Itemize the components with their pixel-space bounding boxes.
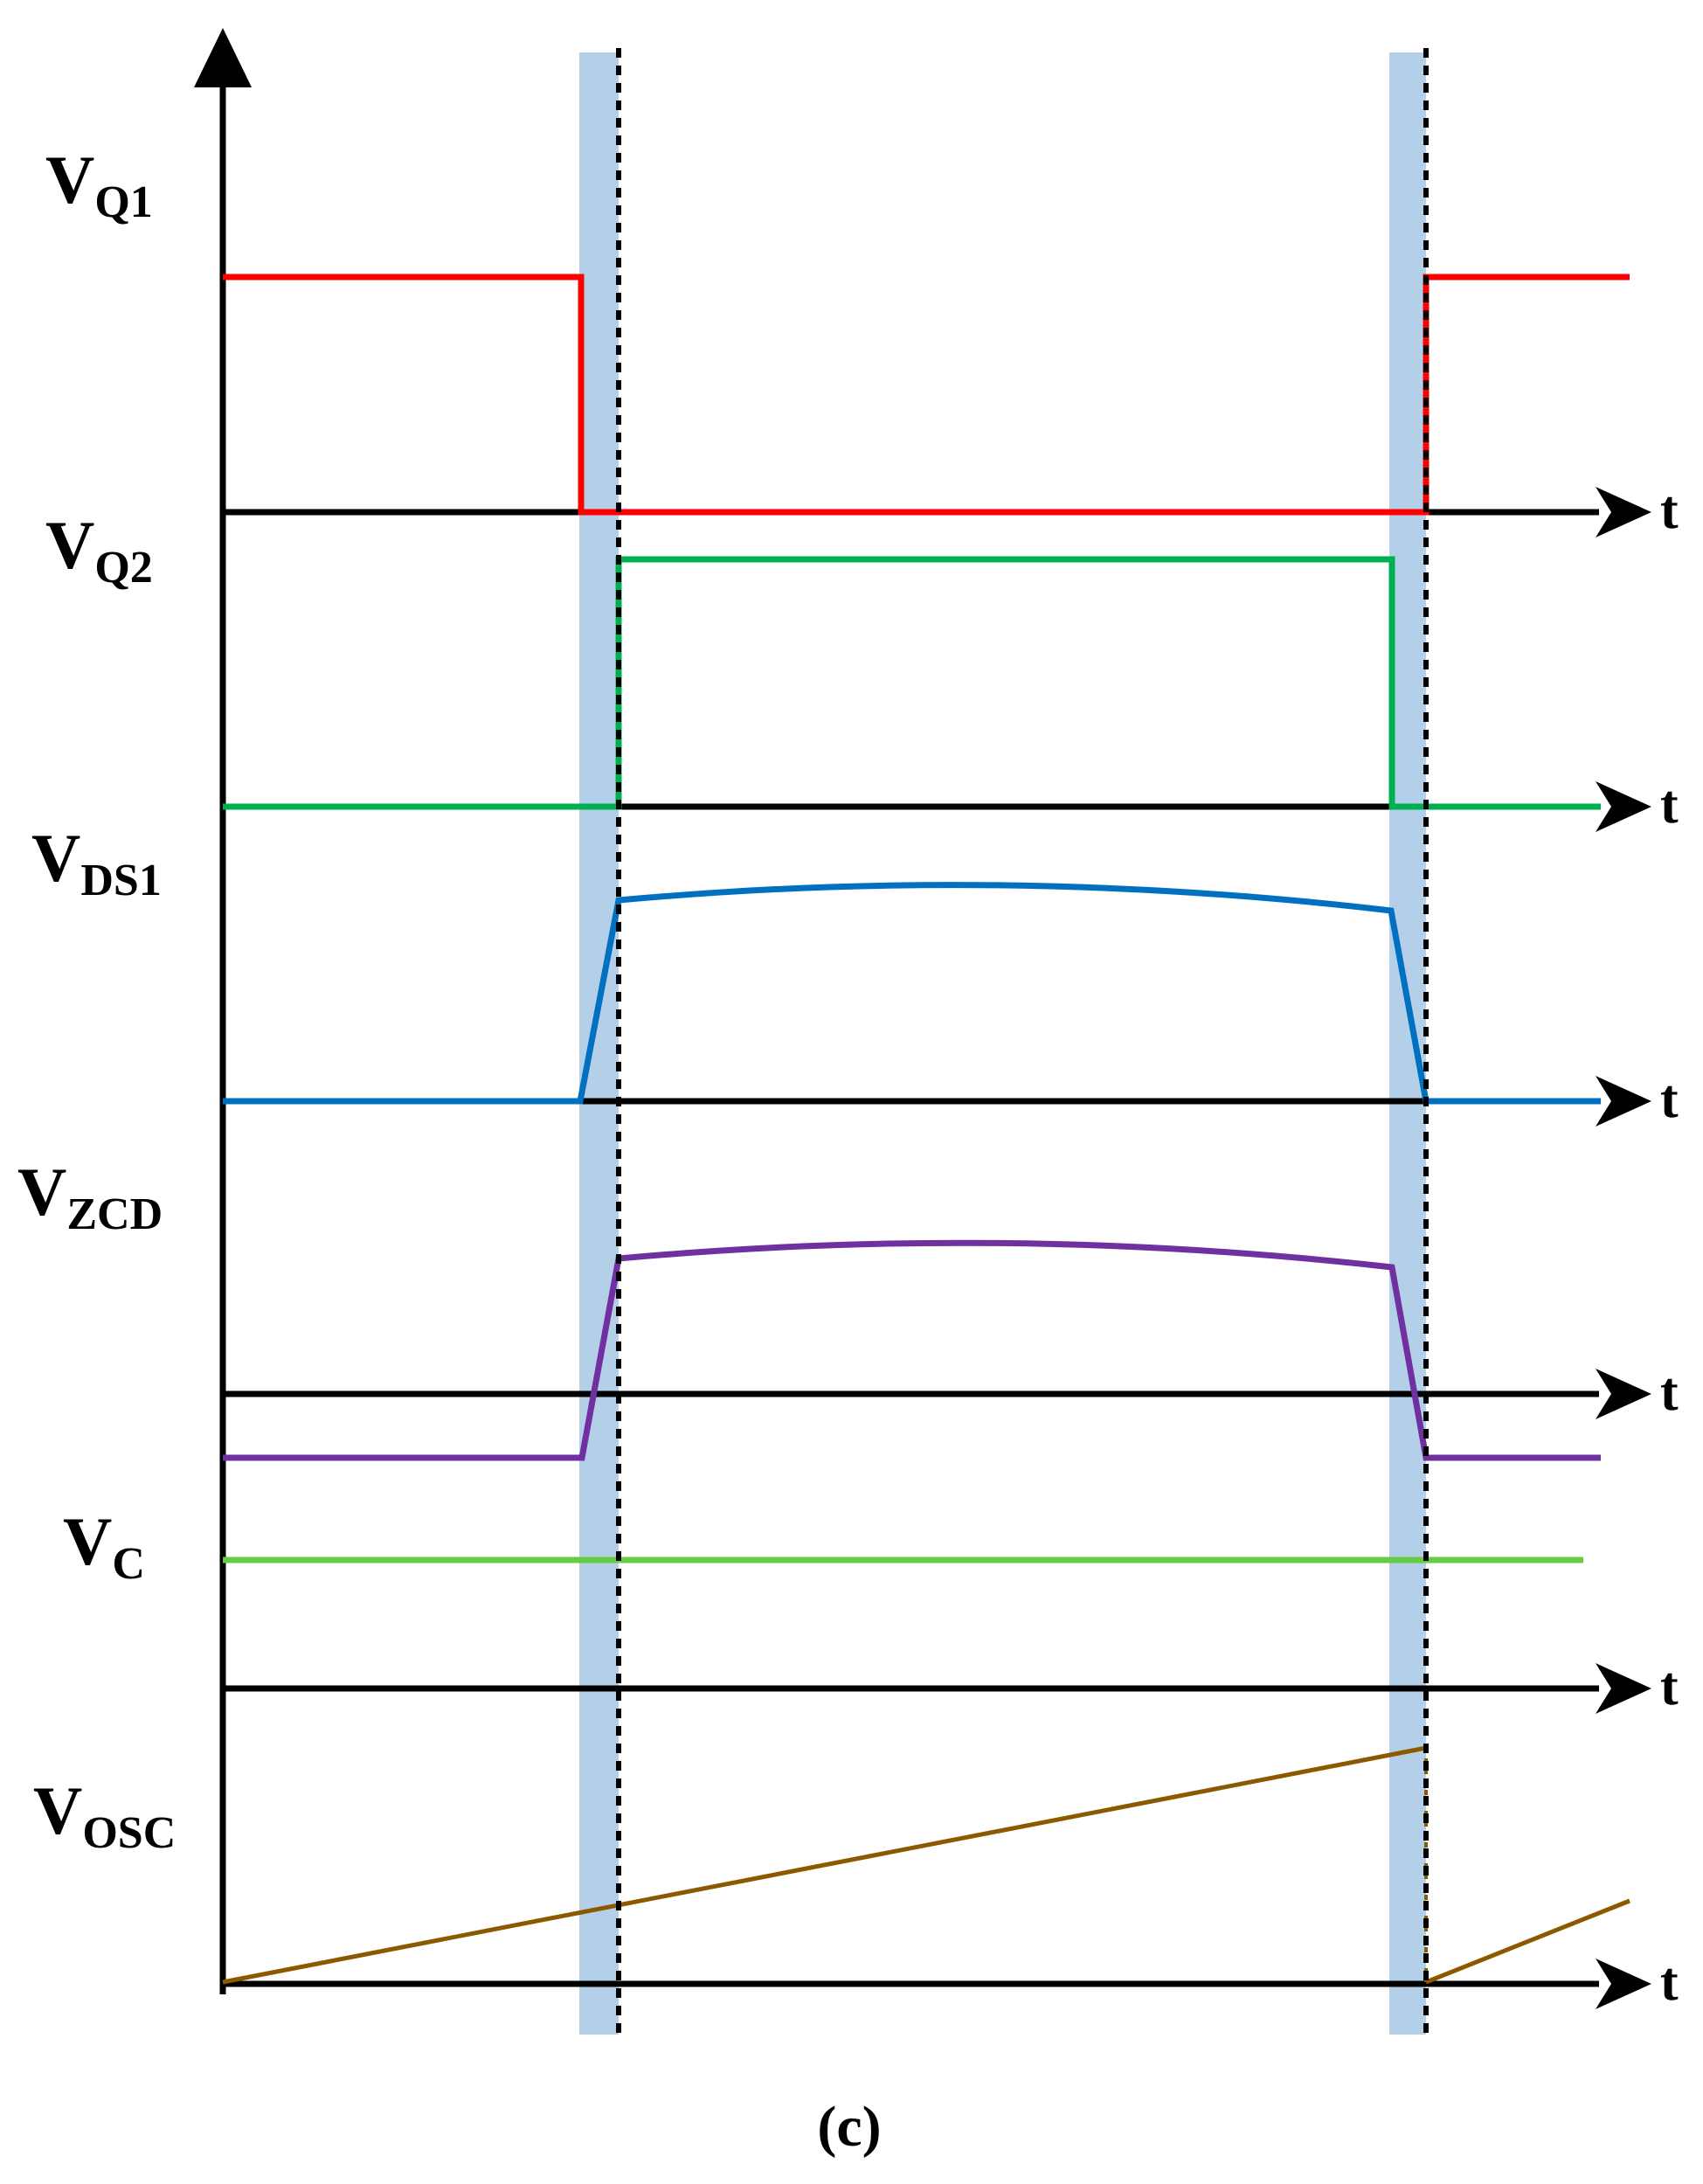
dead-time-band-1: [579, 52, 619, 2035]
vertical-axis-arrowhead: [194, 28, 252, 87]
time-arrow-vzcd: [1596, 1369, 1651, 1419]
time-arrow-vq1: [1596, 487, 1651, 537]
waveform-vq2: [223, 556, 1601, 810]
axis-label-t-vosc: t: [1660, 1952, 1679, 2012]
time-arrow-vc: [1596, 1663, 1651, 1714]
axis-label-t-vds1: t: [1660, 1070, 1679, 1129]
waveform-vosc-ramp-1: [222, 1745, 1427, 1985]
time-arrow-vds1: [1596, 1076, 1651, 1127]
figure-caption: (c): [817, 2095, 881, 2159]
label-vq2: VQ2: [45, 507, 153, 593]
label-vq1: VQ1: [45, 142, 153, 227]
axis-label-t-vc: t: [1660, 1657, 1679, 1716]
waveform-vzcd: [223, 1239, 1601, 1461]
dead-time-band-2: [1389, 52, 1426, 2035]
label-vosc: VOSC: [33, 1772, 176, 1858]
label-vds1: VDS1: [31, 820, 162, 905]
axis-label-t-vq2: t: [1660, 775, 1679, 835]
label-vzcd: VZCD: [17, 1154, 163, 1239]
waveform-vds1: [223, 882, 1601, 1105]
waveform-vq1: [223, 274, 1630, 516]
time-arrow-vosc: [1596, 1959, 1651, 2009]
waveform-vosc-ramp-2: [1425, 1898, 1630, 1985]
time-axis-arrowheads: [1596, 487, 1651, 2009]
time-arrow-vq2: [1596, 781, 1651, 832]
axis-label-t-vq1: t: [1660, 481, 1679, 540]
axis-label-t-vzcd: t: [1660, 1362, 1679, 1422]
label-vc: VC: [63, 1503, 145, 1589]
